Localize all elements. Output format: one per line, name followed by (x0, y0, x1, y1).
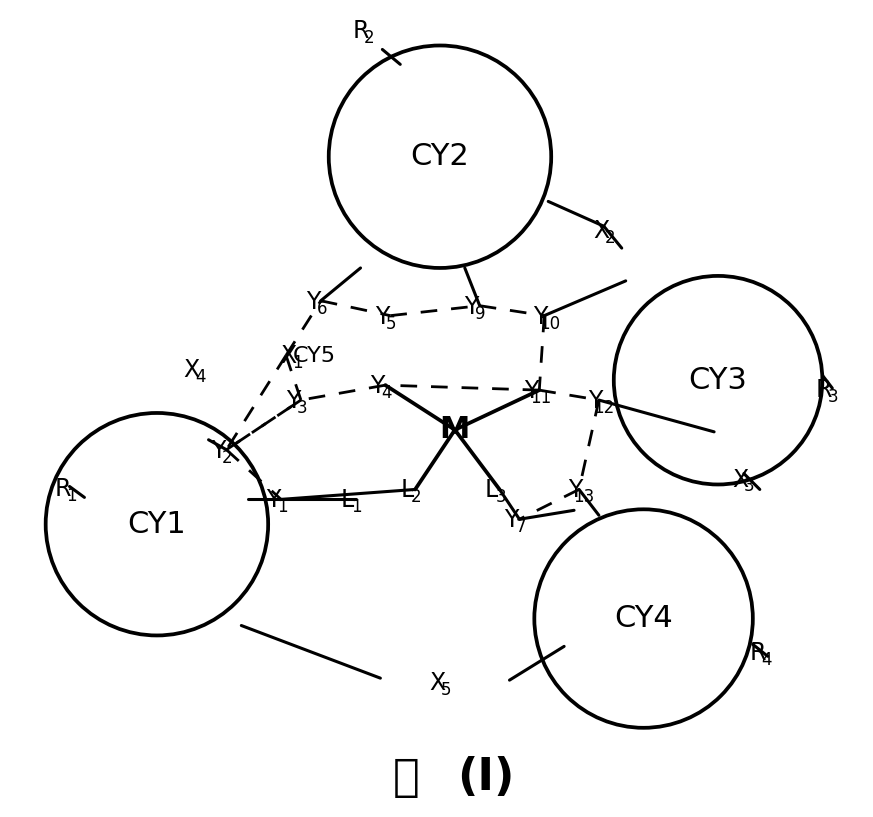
Text: (I): (I) (457, 756, 514, 799)
Text: CY1: CY1 (127, 510, 186, 538)
Text: 4: 4 (382, 384, 392, 402)
Text: Y: Y (370, 374, 385, 398)
Text: 式: 式 (393, 756, 420, 799)
Text: Y: Y (266, 489, 280, 512)
Text: 6: 6 (317, 300, 327, 318)
Text: R: R (750, 641, 766, 665)
Text: 3: 3 (495, 489, 505, 507)
Text: 3: 3 (297, 399, 307, 417)
Text: 10: 10 (539, 315, 560, 333)
Text: CY2: CY2 (410, 142, 470, 172)
Text: 4: 4 (761, 651, 772, 669)
Text: X: X (429, 671, 445, 695)
Text: 1: 1 (351, 498, 362, 516)
Text: Y: Y (588, 389, 602, 413)
Text: 1: 1 (292, 355, 302, 373)
Text: R: R (54, 477, 71, 502)
Text: M: M (440, 415, 470, 444)
Text: Y: Y (375, 305, 389, 328)
Text: Y: Y (285, 389, 300, 413)
Text: 1: 1 (277, 498, 287, 516)
Text: CY3: CY3 (689, 366, 747, 395)
Text: Y: Y (567, 479, 582, 502)
Text: 3: 3 (828, 388, 839, 406)
Text: 11: 11 (530, 389, 551, 407)
Text: X: X (732, 467, 748, 492)
Text: Y: Y (306, 290, 320, 314)
Text: 1: 1 (66, 488, 77, 506)
Text: 12: 12 (594, 399, 615, 417)
Text: Y: Y (533, 305, 547, 328)
Text: 9: 9 (476, 305, 486, 323)
Text: R: R (353, 19, 368, 42)
Text: 13: 13 (574, 489, 595, 507)
Text: X: X (593, 219, 609, 243)
Text: R: R (816, 378, 833, 402)
Text: Y: Y (505, 508, 519, 532)
Text: 2: 2 (411, 489, 422, 507)
Text: Y: Y (211, 439, 226, 462)
Text: 5: 5 (386, 315, 396, 333)
Text: Y: Y (524, 379, 539, 403)
Text: CY4: CY4 (615, 604, 673, 633)
Text: Y: Y (464, 295, 479, 319)
Text: L: L (401, 479, 414, 502)
Text: 2: 2 (604, 229, 615, 248)
Text: 2: 2 (364, 29, 375, 47)
Text: 7: 7 (515, 518, 526, 536)
Text: 2: 2 (222, 449, 233, 467)
Text: L: L (485, 479, 498, 502)
Text: L: L (341, 489, 354, 512)
Text: X: X (183, 359, 200, 382)
Text: 4: 4 (196, 368, 206, 386)
Text: 3: 3 (744, 477, 754, 495)
Text: X: X (280, 344, 296, 368)
Text: 5: 5 (441, 681, 451, 699)
Text: CY5: CY5 (292, 346, 335, 366)
